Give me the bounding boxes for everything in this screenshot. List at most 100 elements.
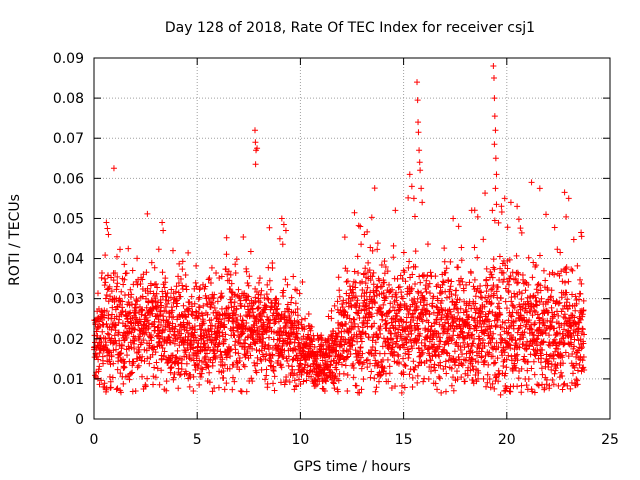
data-point [244,279,251,286]
data-point [450,387,457,394]
data-point [119,298,126,305]
data-point [418,289,425,296]
data-point [369,247,376,254]
data-point [478,354,485,361]
data-point [495,378,502,385]
data-point [462,357,469,364]
data-point [343,320,350,327]
data-point [131,345,138,352]
data-point [358,365,365,372]
data-point [569,267,576,274]
data-point [331,385,338,392]
data-point [553,365,560,372]
data-point [109,304,116,311]
data-point [477,282,484,289]
data-point [431,341,438,348]
data-point [560,360,567,367]
data-point [374,362,381,369]
data-point [485,332,492,339]
data-point [548,287,555,294]
data-point [100,321,107,328]
data-point [446,286,453,293]
data-point [197,373,204,380]
data-point [432,380,439,387]
data-point [580,331,587,338]
data-point [344,267,351,274]
data-point [280,287,287,294]
data-point [197,343,204,350]
data-point [452,361,459,368]
data-point [513,252,520,259]
data-point [174,347,181,354]
data-point [383,320,390,327]
data-point [414,288,421,295]
data-point [108,274,115,281]
data-point [155,339,162,346]
y-tick-label: 0.02 [53,332,84,348]
data-point [177,275,184,282]
data-point [152,294,159,301]
data-point [324,338,331,345]
data-point [568,379,575,386]
data-point [279,241,286,248]
data-point [391,349,398,356]
data-point [145,320,152,327]
data-point [481,330,488,337]
data-point [370,281,377,288]
data-point [156,381,163,388]
data-point [373,284,380,291]
data-point [578,345,585,352]
data-point [105,272,112,279]
data-point [361,270,368,277]
data-point [365,259,372,266]
data-point [469,363,476,370]
data-point [101,282,108,289]
data-point [517,225,524,232]
data-point [483,265,490,272]
data-point [328,307,335,314]
data-point [347,350,354,357]
data-point [438,306,445,313]
data-point [485,332,492,339]
data-point [298,371,305,378]
data-point [266,224,273,231]
data-point [190,387,197,394]
data-point [448,290,455,297]
data-point [254,145,261,152]
data-point [346,315,353,322]
y-tick-label: 0.07 [53,131,84,147]
data-point [502,262,509,269]
data-point [376,326,383,333]
data-point [574,332,581,339]
data-point [561,326,568,333]
data-point [498,335,505,342]
data-point [546,271,553,278]
data-point [203,350,210,357]
data-point [266,277,273,284]
data-point [313,355,320,362]
data-point [162,275,169,282]
data-point [205,363,212,370]
data-point [257,299,264,306]
data-point [110,347,117,354]
data-point [474,213,481,220]
data-point [368,368,375,375]
data-point [503,356,510,363]
data-point [164,318,171,325]
data-point [125,299,132,306]
data-point [551,336,558,343]
data-point [275,300,282,307]
data-point [512,317,519,324]
data-point [551,325,558,332]
data-point [427,269,434,276]
data-point [368,313,375,320]
data-point [163,293,170,300]
data-point [472,309,479,316]
data-point [134,298,141,305]
data-point [144,355,151,362]
data-point [294,318,301,325]
data-point [120,380,127,387]
data-point [305,310,312,317]
data-point [344,278,351,285]
data-point [282,227,289,234]
